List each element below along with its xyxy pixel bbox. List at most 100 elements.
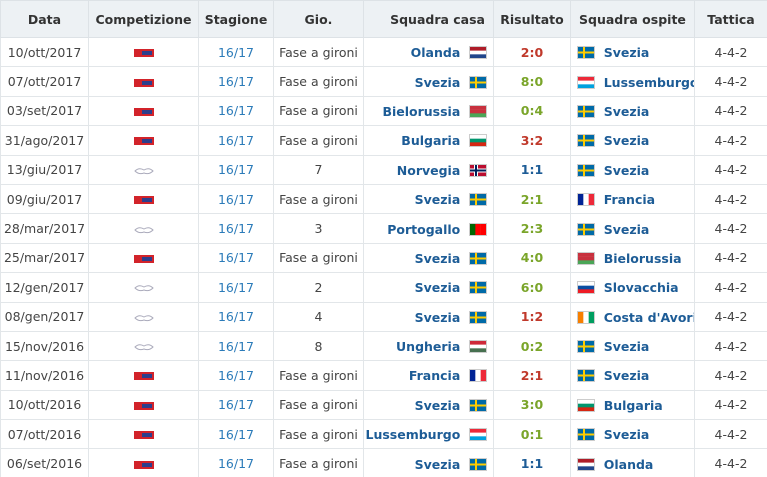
flag-stripe [578, 76, 594, 81]
flag-stripe [470, 135, 486, 140]
match-row: 07/ott/2016 16/17 Fase a gironi Lussemburgo… [0, 419, 767, 450]
home-team: Svezia [363, 389, 494, 421]
season: 16/17 [198, 272, 274, 303]
flag-stripe [578, 289, 594, 294]
away-team: Costa d'Avorio [570, 301, 695, 332]
column-header: Risultato [493, 0, 571, 38]
team-name: Lussemburgo [365, 427, 461, 443]
season: 16/17 [198, 95, 274, 127]
flag [469, 369, 487, 383]
flag-stripe [583, 311, 589, 323]
season: 16/17 [198, 66, 274, 97]
flag [469, 222, 487, 236]
match-row: 13/giu/2017 16/17 7 Norvegia 1:1 Svezia 4-4-… [0, 154, 767, 185]
flag-stripe [470, 223, 476, 235]
column-header: Squadra ospite [570, 0, 695, 38]
away-team: Svezia [570, 154, 695, 185]
match-row: 12/gen/2017 16/17 2 Svezia 6:0 Slovacchia 4-… [0, 272, 767, 303]
tactic: 4-4-2 [694, 419, 767, 450]
flag [469, 193, 487, 207]
flag-stripe [470, 54, 486, 59]
competition [88, 183, 199, 215]
flag-stripe [470, 47, 486, 52]
team-name: Svezia [603, 221, 650, 237]
tactic: 4-4-2 [694, 154, 767, 185]
team-name: Bielorussia [603, 250, 682, 266]
tactic: 4-4-2 [694, 125, 767, 156]
icon-handshake [133, 226, 154, 233]
team-name: Ungheria [396, 339, 461, 355]
flag [469, 281, 487, 295]
team-name: Svezia [603, 133, 650, 149]
icon-detail [141, 51, 152, 56]
home-team: Svezia [363, 301, 494, 332]
team-name: Svezia [414, 397, 461, 413]
result: 1:1 [493, 154, 571, 185]
flag-stripe [578, 80, 594, 85]
flag-stripe [578, 260, 594, 264]
flag-stripe [470, 348, 486, 353]
season: 16/17 [198, 448, 274, 477]
away-team: Bielorussia [570, 242, 695, 274]
competition [88, 242, 199, 274]
tactic: 4-4-2 [694, 213, 767, 244]
flag [469, 134, 487, 148]
flag-stripe [578, 407, 594, 411]
competition-icon [133, 78, 154, 87]
home-team: Lussemburgo [363, 419, 494, 450]
result: 3:2 [493, 125, 571, 156]
tactic: 4-4-2 [694, 301, 767, 332]
flag-stripe [470, 142, 486, 147]
flag [469, 104, 487, 118]
date: 12/gen/2017 [0, 272, 89, 303]
competition [88, 301, 199, 332]
result: 2:1 [493, 360, 571, 391]
competition-icon [133, 372, 154, 381]
icon-detail [141, 198, 152, 203]
flag-stripe [583, 194, 589, 206]
flag-stripe [578, 194, 584, 206]
flag [577, 428, 595, 442]
team-name: Svezia [603, 162, 650, 178]
home-team: Bulgaria [363, 125, 494, 156]
flag-cross [578, 433, 594, 436]
result: 0:1 [493, 419, 571, 450]
flag [577, 193, 595, 207]
match-row: 10/ott/2017 16/17 Fase a gironi Olanda 2:0 … [0, 36, 767, 68]
team-name: Norvegia [396, 162, 461, 178]
season: 16/17 [198, 301, 274, 332]
team-name: Francia [408, 368, 461, 384]
icon-detail [141, 80, 152, 85]
result: 8:0 [493, 66, 571, 97]
away-team: Svezia [570, 125, 695, 156]
tactic: 4-4-2 [694, 330, 767, 362]
flag [577, 251, 595, 265]
competition [88, 125, 199, 156]
date: 07/ott/2016 [0, 419, 89, 450]
flag-stripe [578, 462, 594, 467]
flag-cross [470, 404, 486, 407]
tactic: 4-4-2 [694, 272, 767, 303]
flag-stripe [470, 429, 486, 434]
flag-stripe [578, 458, 594, 463]
season: 16/17 [198, 125, 274, 156]
tactic: 4-4-2 [694, 66, 767, 97]
season: 16/17 [198, 419, 274, 450]
flag-stripe [480, 370, 486, 382]
icon-detail [141, 109, 152, 114]
column-header: Squadra casa [363, 0, 494, 38]
date: 10/ott/2017 [0, 36, 89, 68]
competition [88, 330, 199, 362]
team-name: Svezia [414, 280, 461, 296]
flag-stripe [578, 83, 594, 88]
result: 2:0 [493, 36, 571, 68]
column-header: Tattica [694, 0, 767, 38]
date: 08/gen/2017 [0, 301, 89, 332]
flag [469, 398, 487, 412]
round: Fase a gironi [273, 242, 364, 274]
date: 31/ago/2017 [0, 125, 89, 156]
flag [577, 369, 595, 383]
result: 2:1 [493, 183, 571, 215]
match-row: 06/set/2016 16/17 Fase a gironi Svezia 1:1 … [0, 448, 767, 477]
